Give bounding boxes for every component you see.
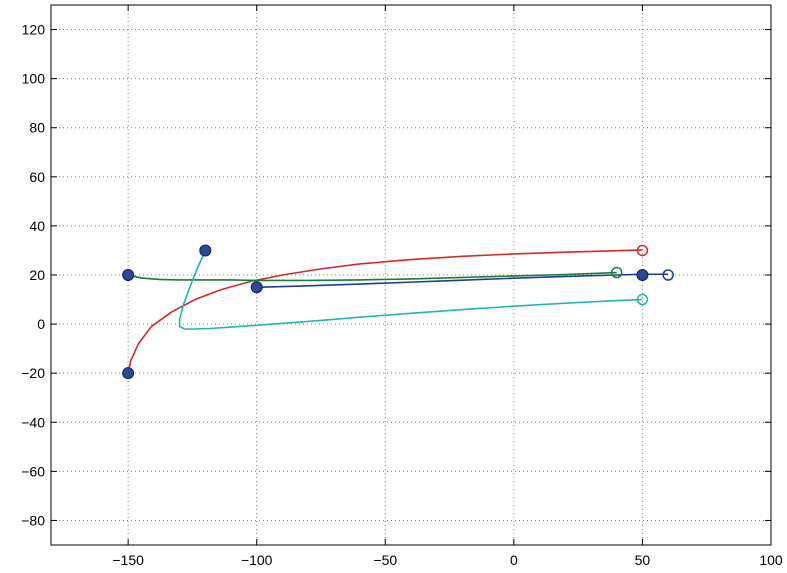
start-marker-2: [122, 269, 135, 281]
x-tick-label: 100: [759, 552, 783, 568]
y-tick-label: 20: [29, 267, 45, 283]
y-tick-label: 80: [29, 120, 45, 136]
y-tick-label: −60: [21, 463, 45, 479]
x-tick-label: 50: [635, 552, 651, 568]
start-marker-1: [122, 367, 135, 380]
grid: [51, 5, 772, 545]
start-marker-3: [250, 281, 263, 294]
y-tick-label: 0: [37, 316, 45, 332]
y-tick-label: −40: [21, 414, 45, 430]
x-tick-label: −50: [373, 552, 397, 568]
y-tick-label: 40: [29, 218, 45, 234]
y-tick-label: 100: [22, 71, 46, 87]
x-tick-label: −100: [241, 552, 273, 568]
y-tick-label: −80: [21, 512, 45, 528]
series-line-1: [127, 249, 643, 374]
x-tick-label: −150: [112, 552, 144, 568]
tick-group: −150 −100 −50 0 50 100 −80 −60 −40 −20 0 20 40 60 80 10…: [21, 5, 783, 568]
series-line-4: [178, 250, 643, 330]
y-tick-label: 120: [22, 22, 46, 38]
y-tick-label: −20: [21, 365, 45, 381]
y-tick-label: 60: [29, 169, 45, 185]
end-marker-4: [636, 293, 649, 306]
end-marker-1: [636, 244, 649, 257]
mid-marker-3: [636, 269, 649, 281]
start-marker-4: [199, 244, 212, 257]
marker-group: [122, 244, 674, 380]
series-line-3: [256, 273, 669, 289]
series-line-2: [127, 271, 617, 282]
x-tick-label: 0: [510, 552, 518, 568]
end-marker-2: [610, 266, 623, 279]
end-marker-3: [662, 269, 674, 281]
series-group: [127, 249, 669, 374]
